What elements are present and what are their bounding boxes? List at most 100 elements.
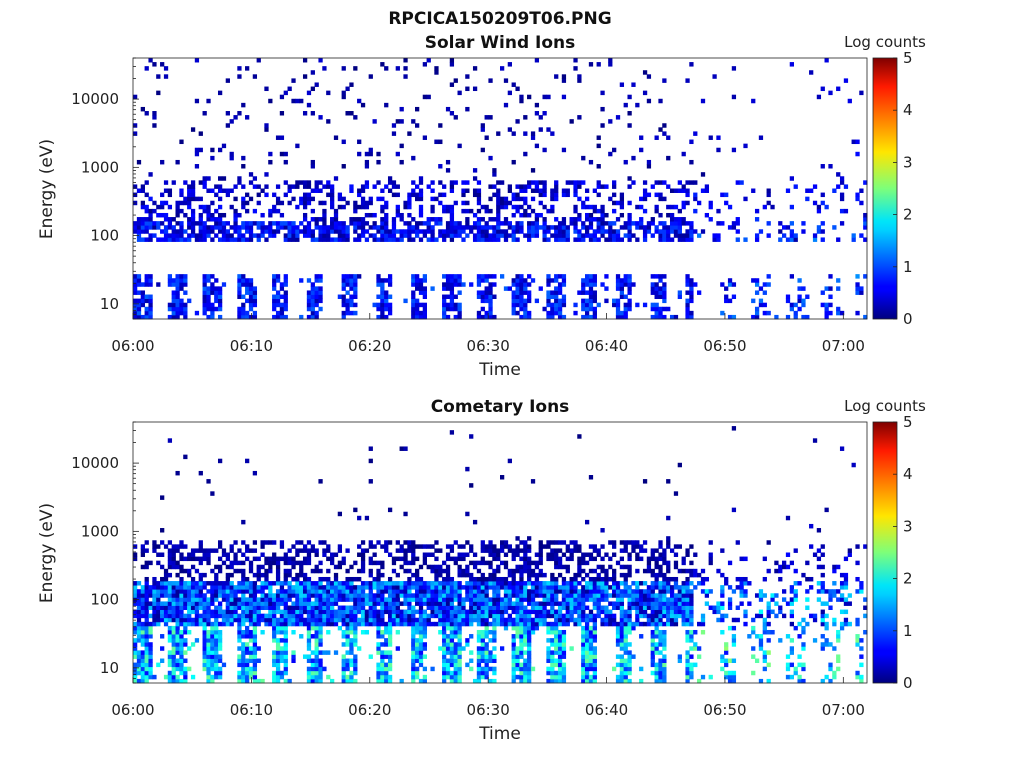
spectrogram-cell xyxy=(855,193,859,197)
spectrogram-cell xyxy=(496,601,500,605)
spectrogram-cell xyxy=(446,229,450,233)
spectrogram-cell xyxy=(411,225,415,229)
spectrogram-cell xyxy=(183,585,187,589)
spectrogram-cell xyxy=(295,622,299,626)
spectrogram-cell xyxy=(384,221,388,225)
spectrogram-cell xyxy=(349,311,353,315)
spectrogram-cell xyxy=(210,282,214,286)
spectrogram-cell xyxy=(651,290,655,294)
spectrogram-cell xyxy=(233,221,237,225)
spectrogram-cell xyxy=(655,303,659,307)
spectrogram-cell xyxy=(492,610,496,614)
spectrogram-cell xyxy=(732,282,736,286)
spectrogram-cell xyxy=(172,671,176,675)
spectrogram-cell xyxy=(280,610,284,614)
spectrogram-cell xyxy=(627,201,631,205)
spectrogram-cell xyxy=(311,70,315,74)
spectrogram-cell xyxy=(589,589,593,593)
spectrogram-cell xyxy=(330,597,334,601)
spectrogram-cell xyxy=(318,180,322,184)
spectrogram-cell xyxy=(442,274,446,278)
colorbar-tick-label: 0 xyxy=(903,310,913,328)
spectrogram-cell xyxy=(145,111,149,115)
spectrogram-cell xyxy=(315,634,319,638)
spectrogram-cell xyxy=(616,115,620,119)
spectrogram-cell xyxy=(473,233,477,237)
spectrogram-cell xyxy=(550,193,554,197)
spectrogram-cell xyxy=(315,663,319,667)
spectrogram-cell xyxy=(461,622,465,626)
spectrogram-cell xyxy=(233,557,237,561)
spectrogram-cell xyxy=(593,274,597,278)
spectrogram-cell xyxy=(554,581,558,585)
spectrogram-cell xyxy=(585,573,589,577)
spectrogram-cell xyxy=(276,209,280,213)
spectrogram-cell xyxy=(315,642,319,646)
spectrogram-cell xyxy=(627,213,631,217)
spectrogram-cell xyxy=(492,622,496,626)
spectrogram-cell xyxy=(508,233,512,237)
spectrogram-cell xyxy=(685,180,689,184)
spectrogram-cell xyxy=(388,176,392,180)
spectrogram-cell xyxy=(562,540,566,544)
spectrogram-cell xyxy=(137,671,141,675)
spectrogram-cell xyxy=(508,597,512,601)
spectrogram-cell xyxy=(172,638,176,642)
spectrogram-cell xyxy=(465,622,469,626)
spectrogram-cell xyxy=(318,675,322,679)
spectrogram-cell xyxy=(454,622,458,626)
spectrogram-cell xyxy=(508,544,512,548)
spectrogram-cell xyxy=(199,180,203,184)
spectrogram-cell xyxy=(241,205,245,209)
spectrogram-cell xyxy=(821,201,825,205)
spectrogram-cell xyxy=(260,221,264,225)
spectrogram-cell xyxy=(179,634,183,638)
spectrogram-cell xyxy=(488,299,492,303)
spectrogram-cell xyxy=(280,544,284,548)
spectrogram-cell xyxy=(461,610,465,614)
spectrogram-cell xyxy=(403,593,407,597)
spectrogram-cell xyxy=(326,119,330,123)
spectrogram-cell xyxy=(307,675,311,679)
spectrogram-cell xyxy=(458,659,462,663)
spectrogram-cell xyxy=(620,201,624,205)
spectrogram-cell xyxy=(442,606,446,610)
spectrogram-cell xyxy=(427,184,431,188)
spectrogram-cell xyxy=(477,667,481,671)
spectrogram-cell xyxy=(214,667,218,671)
spectrogram-cell xyxy=(539,189,543,193)
spectrogram-cell xyxy=(396,237,400,241)
spectrogram-cell xyxy=(655,229,659,233)
spectrogram-cell xyxy=(206,479,210,483)
spectrogram-cell xyxy=(512,197,516,201)
spectrogram-cell xyxy=(423,295,427,299)
spectrogram-cell xyxy=(523,565,527,569)
spectrogram-cell xyxy=(450,630,454,634)
spectrogram-cell xyxy=(593,675,597,679)
spectrogram-cell xyxy=(330,618,334,622)
spectrogram-cell xyxy=(825,303,829,307)
spectrogram-cell xyxy=(597,225,601,229)
spectrogram-cell xyxy=(311,160,315,164)
spectrogram-cell xyxy=(148,303,152,307)
spectrogram-cell xyxy=(311,544,315,548)
spectrogram-cell xyxy=(152,585,156,589)
spectrogram-cell xyxy=(284,606,288,610)
spectrogram-cell xyxy=(203,634,207,638)
spectrogram-cell xyxy=(419,654,423,658)
spectrogram-cell xyxy=(585,618,589,622)
spectrogram-cell xyxy=(465,593,469,597)
spectrogram-cell xyxy=(168,561,172,565)
spectrogram-cell xyxy=(175,286,179,290)
spectrogram-cell xyxy=(554,233,558,237)
spectrogram-cell xyxy=(288,614,292,618)
spectrogram-cell xyxy=(253,74,257,78)
spectrogram-cell xyxy=(257,237,261,241)
spectrogram-cell xyxy=(423,553,427,557)
spectrogram-cell xyxy=(272,597,276,601)
spectrogram-cell xyxy=(438,597,442,601)
spectrogram-cell xyxy=(206,642,210,646)
spectrogram-cell xyxy=(233,614,237,618)
spectrogram-cell xyxy=(315,638,319,642)
spectrogram-cell xyxy=(790,229,794,233)
